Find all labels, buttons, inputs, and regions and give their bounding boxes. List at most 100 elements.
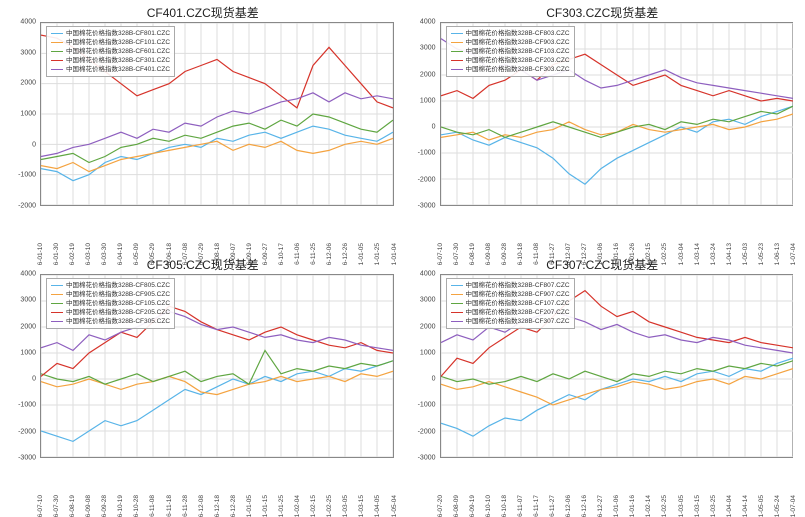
x-tick-label: 1-01-25 <box>278 495 285 517</box>
x-tick-label: 6-12-06 <box>565 495 572 517</box>
y-tick-label: 0 <box>32 141 36 148</box>
y-tick-label: 1000 <box>420 97 436 104</box>
legend-item: 中国棉花价格指数328B-CF207.CZC <box>451 308 570 317</box>
y-axis-labels: -3000-2000-100001000200030004000 <box>406 22 438 206</box>
legend-item: 中国棉花价格指数328B-CF805.CZC <box>51 281 170 290</box>
legend-label: 中国棉花价格指数328B-CF205.CZC <box>66 308 170 317</box>
y-tick-label: -1000 <box>18 402 36 409</box>
legend-swatch <box>51 69 63 70</box>
x-tick-label: 6-08-19 <box>69 495 76 517</box>
y-axis-labels: -3000-2000-100001000200030004000 <box>6 274 38 458</box>
y-tick-label: 1000 <box>420 349 436 356</box>
y-axis-labels: -2000-100001000200030004000 <box>6 22 38 206</box>
x-tick-label: 6-12-28 <box>230 495 237 517</box>
legend-label: 中国棉花价格指数328B-CF601.CZC <box>66 47 170 56</box>
legend-label: 中国棉花价格指数328B-CF903.CZC <box>466 38 570 47</box>
chart-title: CF307.CZC现货基差 <box>406 256 800 273</box>
x-tick-label: 1-04-05 <box>374 495 381 517</box>
x-tick-label: 6-10-18 <box>501 495 508 517</box>
x-tick-label: 1-02-04 <box>294 495 301 517</box>
legend: 中国棉花价格指数328B-CF803.CZC中国棉花价格指数328B-CF903… <box>446 26 575 77</box>
legend-item: 中国棉花价格指数328B-CF205.CZC <box>51 308 170 317</box>
y-tick-label: -2000 <box>418 176 436 183</box>
legend-label: 中国棉花价格指数328B-CF203.CZC <box>466 56 570 65</box>
legend-item: 中国棉花价格指数328B-CF801.CZC <box>51 29 170 38</box>
y-tick-label: 0 <box>432 376 436 383</box>
legend-item: 中国棉花价格指数328B-CF301.CZC <box>51 56 170 65</box>
x-tick-label: 6-12-16 <box>581 495 588 517</box>
y-tick-label: 3000 <box>420 297 436 304</box>
legend-label: 中国棉花价格指数328B-CF801.CZC <box>66 29 170 38</box>
legend-label: 中国棉花价格指数328B-CF305.CZC <box>66 317 170 326</box>
y-tick-label: 4000 <box>20 19 36 26</box>
y-tick-label: 1000 <box>20 349 36 356</box>
legend-swatch <box>51 285 63 286</box>
legend-label: 中国棉花价格指数328B-CF307.CZC <box>466 317 570 326</box>
x-tick-label: 6-10-19 <box>117 495 124 517</box>
legend-swatch <box>51 303 63 304</box>
y-tick-label: -3000 <box>418 203 436 210</box>
legend-item: 中国棉花价格指数328B-CF903.CZC <box>451 38 570 47</box>
legend-item: 中国棉花价格指数328B-CF105.CZC <box>51 299 170 308</box>
y-tick-label: 4000 <box>420 271 436 278</box>
subplot-grid: CF401.CZC现货基差 -2000 -1000 0 1000 2000 3000 4000… <box>6 4 799 502</box>
x-tick-label: 6-09-08 <box>85 495 92 517</box>
legend-item: 中国棉花价格指数328B-CF907.CZC <box>451 290 570 299</box>
x-tick-label: 6-12-08 <box>198 495 205 517</box>
legend-label: 中国棉花价格指数328B-CF303.CZC <box>466 65 570 74</box>
legend-label: 中国棉花价格指数328B-CF107.CZC <box>466 299 570 308</box>
legend-item: 中国棉花价格指数328B-CF601.CZC <box>51 47 170 56</box>
legend: 中国棉花价格指数328B-CF807.CZC中国棉花价格指数328B-CF907… <box>446 278 575 329</box>
x-tick-label: 6-12-27 <box>597 495 604 517</box>
x-tick-label: 1-01-06 <box>613 495 620 517</box>
y-tick-label: 3000 <box>20 49 36 56</box>
chart-title: CF401.CZC现货基差 <box>6 4 400 21</box>
y-tick-label: -3000 <box>18 455 36 462</box>
y-tick-label: -1000 <box>418 150 436 157</box>
x-tick-label: 1-01-05 <box>246 495 253 517</box>
legend-swatch <box>451 69 463 70</box>
y-tick-label: 2000 <box>420 323 436 330</box>
x-tick-label: 1-03-15 <box>694 495 701 517</box>
x-tick-label: 1-01-16 <box>629 495 636 517</box>
chart-panel-cf401: CF401.CZC现货基差-2000-100001000200030004000… <box>6 4 400 250</box>
y-tick-label: 2000 <box>20 323 36 330</box>
legend: 中国棉花价格指数328B-CF805.CZC中国棉花价格指数328B-CF905… <box>46 278 175 329</box>
legend-label: 中国棉花价格指数328B-CF807.CZC <box>466 281 570 290</box>
x-tick-label: 1-02-15 <box>310 495 317 517</box>
y-tick-label: 2000 <box>20 80 36 87</box>
y-tick-label: 0 <box>432 124 436 131</box>
x-tick-label: 6-07-10 <box>37 495 44 517</box>
legend-swatch <box>451 60 463 61</box>
legend-item: 中国棉花价格指数328B-CF203.CZC <box>451 56 570 65</box>
legend-swatch <box>451 33 463 34</box>
legend-swatch <box>451 312 463 313</box>
legend-label: 中国棉花价格指数328B-CF101.CZC <box>66 38 170 47</box>
x-tick-label: 1-02-25 <box>326 495 333 517</box>
x-tick-label: 6-10-10 <box>485 495 492 517</box>
legend-swatch <box>51 33 63 34</box>
legend-label: 中国棉花价格指数328B-CF803.CZC <box>466 29 570 38</box>
legend-label: 中国棉花价格指数328B-CF207.CZC <box>466 308 570 317</box>
x-tick-label: 1-01-15 <box>262 495 269 517</box>
y-tick-label: -1000 <box>18 172 36 179</box>
legend-item: 中国棉花价格指数328B-CF101.CZC <box>51 38 170 47</box>
x-tick-label: 1-03-05 <box>678 495 685 517</box>
legend-item: 中国棉花价格指数328B-CF305.CZC <box>51 317 170 326</box>
y-tick-label: -1000 <box>418 402 436 409</box>
legend-label: 中国棉花价格指数328B-CF905.CZC <box>66 290 170 299</box>
legend-item: 中国棉花价格指数328B-CF807.CZC <box>451 281 570 290</box>
legend-swatch <box>51 312 63 313</box>
x-tick-label: 1-04-04 <box>726 495 733 517</box>
legend-swatch <box>451 294 463 295</box>
x-tick-label: 1-05-04 <box>391 495 398 517</box>
x-tick-label: 6-09-19 <box>469 495 476 517</box>
y-tick-label: -2000 <box>18 203 36 210</box>
legend-swatch <box>451 285 463 286</box>
chart-title: CF303.CZC现货基差 <box>406 4 800 21</box>
chart-panel-cf303: CF303.CZC现货基差-3000-2000-1000010002000300… <box>406 4 800 250</box>
y-axis-labels: -3000-2000-100001000200030004000 <box>406 274 438 458</box>
legend-item: 中国棉花价格指数328B-CF803.CZC <box>451 29 570 38</box>
legend-label: 中国棉花价格指数328B-CF805.CZC <box>66 281 170 290</box>
x-tick-label: 6-10-28 <box>133 495 140 517</box>
